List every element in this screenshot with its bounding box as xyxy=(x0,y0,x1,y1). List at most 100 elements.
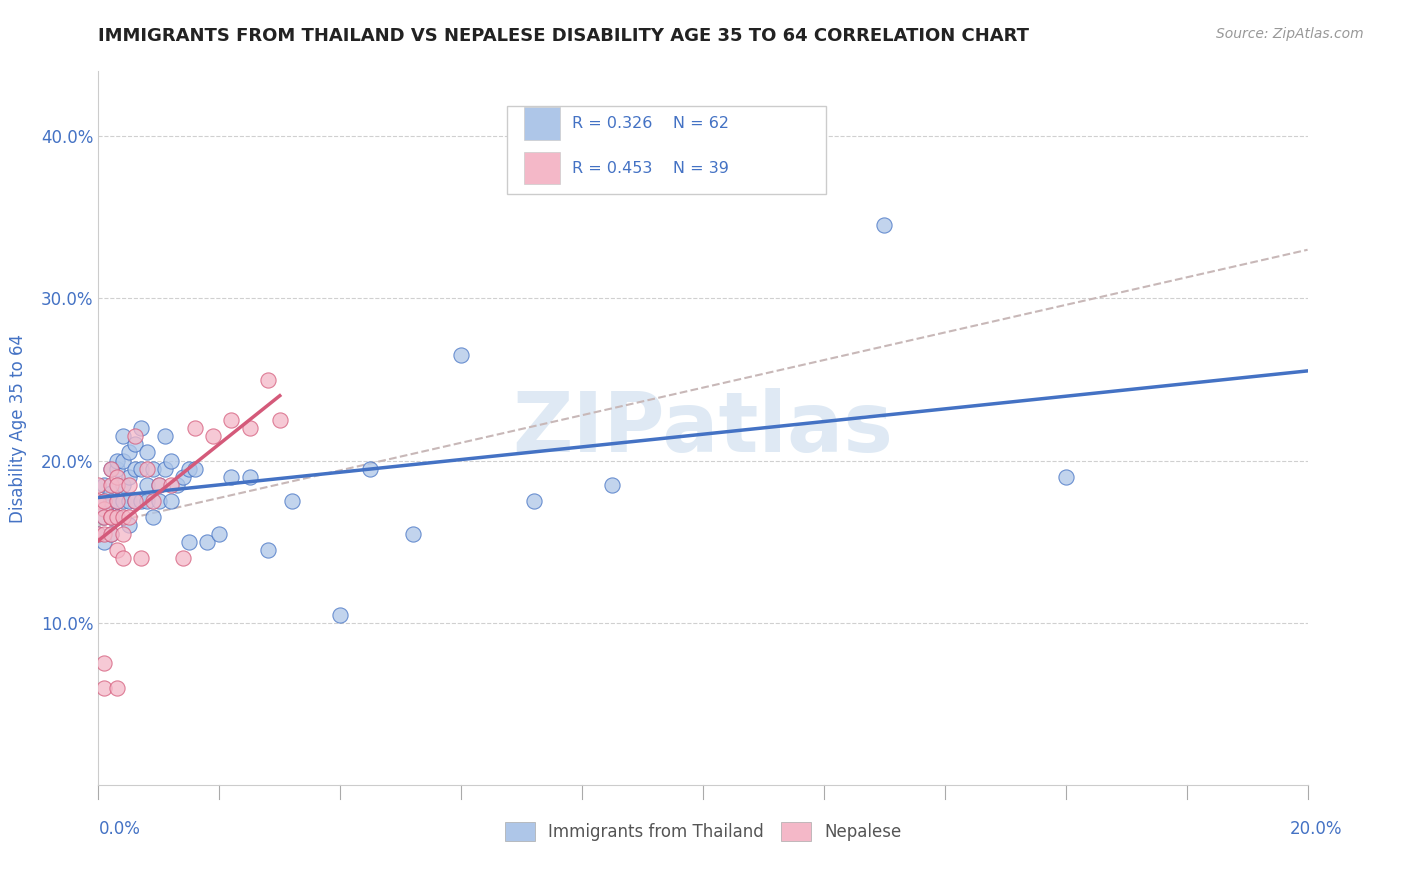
Point xyxy=(93,494,115,508)
Point xyxy=(105,470,128,484)
Text: R = 0.326    N = 62: R = 0.326 N = 62 xyxy=(572,116,730,131)
Point xyxy=(402,526,425,541)
Point xyxy=(523,494,546,508)
Point xyxy=(602,478,624,492)
Point xyxy=(105,542,128,557)
Point xyxy=(93,502,115,516)
Text: ZIPatlas: ZIPatlas xyxy=(513,388,893,468)
Text: R = 0.453    N = 39: R = 0.453 N = 39 xyxy=(572,161,730,176)
Point xyxy=(124,494,146,508)
Point xyxy=(105,681,128,695)
Point xyxy=(124,461,146,475)
Point xyxy=(111,429,134,443)
Point xyxy=(239,470,262,484)
Point xyxy=(111,478,134,492)
Point xyxy=(269,413,291,427)
Point xyxy=(256,372,278,386)
Text: Source: ZipAtlas.com: Source: ZipAtlas.com xyxy=(1216,27,1364,41)
Point xyxy=(111,510,134,524)
Legend: Immigrants from Thailand, Nepalese: Immigrants from Thailand, Nepalese xyxy=(498,815,908,848)
Point xyxy=(111,526,134,541)
Point xyxy=(105,510,128,524)
Point xyxy=(124,429,146,443)
Point xyxy=(184,461,207,475)
Point xyxy=(100,510,122,524)
Point xyxy=(135,461,157,475)
Point xyxy=(105,494,128,508)
Point xyxy=(105,478,128,492)
Point xyxy=(111,453,134,467)
Point xyxy=(135,445,157,459)
Point xyxy=(360,461,382,475)
Point xyxy=(87,526,110,541)
Point xyxy=(118,510,141,524)
Point xyxy=(142,461,165,475)
FancyBboxPatch shape xyxy=(508,105,827,194)
Point xyxy=(153,461,176,475)
Bar xyxy=(524,107,561,139)
Point xyxy=(105,453,128,467)
Point xyxy=(105,510,128,524)
Point xyxy=(100,461,122,475)
Point xyxy=(100,461,122,475)
Point xyxy=(87,526,110,541)
Point xyxy=(129,550,152,565)
Point xyxy=(160,494,183,508)
Point xyxy=(100,478,122,492)
Point xyxy=(172,550,194,565)
Point xyxy=(873,219,896,233)
Point xyxy=(195,534,218,549)
Point xyxy=(100,486,122,500)
Bar xyxy=(524,152,561,184)
Point xyxy=(160,453,183,467)
Point xyxy=(129,461,152,475)
Point xyxy=(281,494,304,508)
Point xyxy=(105,478,128,492)
Point xyxy=(118,494,141,508)
Point xyxy=(221,413,243,427)
Point xyxy=(239,421,262,435)
Point xyxy=(256,542,278,557)
Point xyxy=(111,494,134,508)
Point xyxy=(148,478,170,492)
Text: IMMIGRANTS FROM THAILAND VS NEPALESE DISABILITY AGE 35 TO 64 CORRELATION CHART: IMMIGRANTS FROM THAILAND VS NEPALESE DIS… xyxy=(98,27,1029,45)
Point xyxy=(93,681,115,695)
Point xyxy=(148,494,170,508)
Point xyxy=(221,470,243,484)
Point xyxy=(179,461,201,475)
Point xyxy=(124,437,146,451)
Point xyxy=(118,478,141,492)
Point xyxy=(93,502,115,516)
Point xyxy=(160,478,183,492)
Y-axis label: Disability Age 35 to 64: Disability Age 35 to 64 xyxy=(10,334,27,523)
Point xyxy=(129,421,152,435)
Point xyxy=(93,510,115,524)
Point xyxy=(100,494,122,508)
Point xyxy=(172,470,194,484)
Text: 0.0%: 0.0% xyxy=(98,820,141,838)
Point xyxy=(1054,470,1077,484)
Text: 20.0%: 20.0% xyxy=(1291,820,1343,838)
Point xyxy=(111,550,134,565)
Point xyxy=(93,494,115,508)
Point xyxy=(105,510,128,524)
Point xyxy=(142,494,165,508)
Point xyxy=(100,526,122,541)
Point xyxy=(105,461,128,475)
Point xyxy=(105,494,128,508)
Point xyxy=(93,657,115,671)
Point xyxy=(184,421,207,435)
Point xyxy=(100,510,122,524)
Point xyxy=(100,510,122,524)
Point xyxy=(87,478,110,492)
Point xyxy=(100,494,122,508)
Point xyxy=(166,478,188,492)
Point xyxy=(124,494,146,508)
Point xyxy=(129,494,152,508)
Point xyxy=(153,429,176,443)
Point xyxy=(93,534,115,549)
Point xyxy=(93,478,115,492)
Point xyxy=(202,429,225,443)
Point xyxy=(142,510,165,524)
Point xyxy=(135,478,157,492)
